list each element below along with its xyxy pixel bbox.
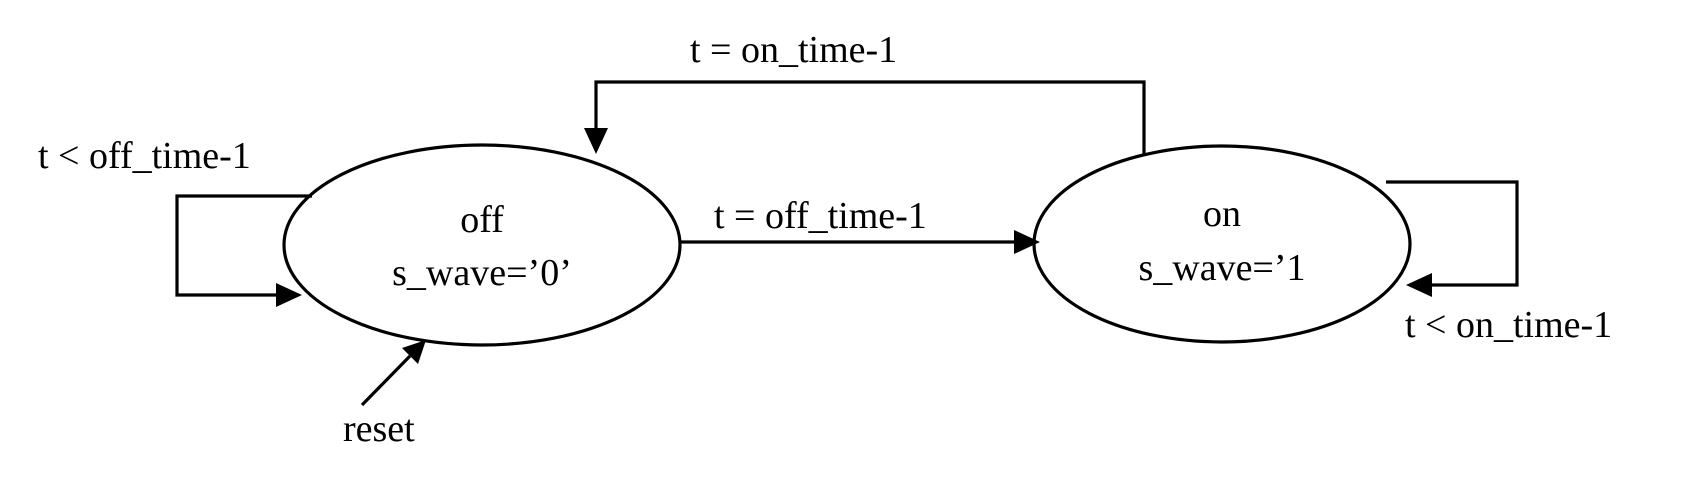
reset-transition: reset [343,340,426,450]
transition-off-self-arrowhead [276,283,302,307]
transition-off-to-on-label: t = off_time-1 [714,195,927,237]
state-off: off s_wave=’0’ [282,143,682,347]
transition-off-to-on-arrowhead [1014,230,1040,254]
state-on: on s_wave=’1 [1032,144,1412,344]
transition-on-to-off: t = on_time-1 [584,29,1146,156]
transition-off-self-label: t < off_time-1 [38,135,251,177]
transition-on-to-off-label: t = on_time-1 [690,29,897,71]
transition-off-self-line [175,194,312,297]
transition-on-to-off-line [594,80,1146,156]
state-on-output: s_wave=’1 [1138,247,1305,289]
state-off-ellipse [282,143,682,347]
transition-off-to-on: t = off_time-1 [680,195,1040,254]
transition-on-self: t < on_time-1 [1386,180,1612,346]
reset-label: reset [343,408,415,450]
state-on-name: on [1203,193,1241,235]
transition-on-self-line [1386,180,1519,287]
state-on-ellipse [1032,144,1412,344]
transition-on-self-arrowhead [1406,273,1432,297]
state-off-output: s_wave=’0’ [392,252,572,294]
transition-on-to-off-arrowhead [584,128,608,154]
reset-arrowhead [402,340,426,364]
transition-on-self-label: t < on_time-1 [1405,304,1612,346]
transition-off-self: t < off_time-1 [38,135,312,307]
reset-line [360,354,412,407]
state-off-name: off [460,199,504,241]
